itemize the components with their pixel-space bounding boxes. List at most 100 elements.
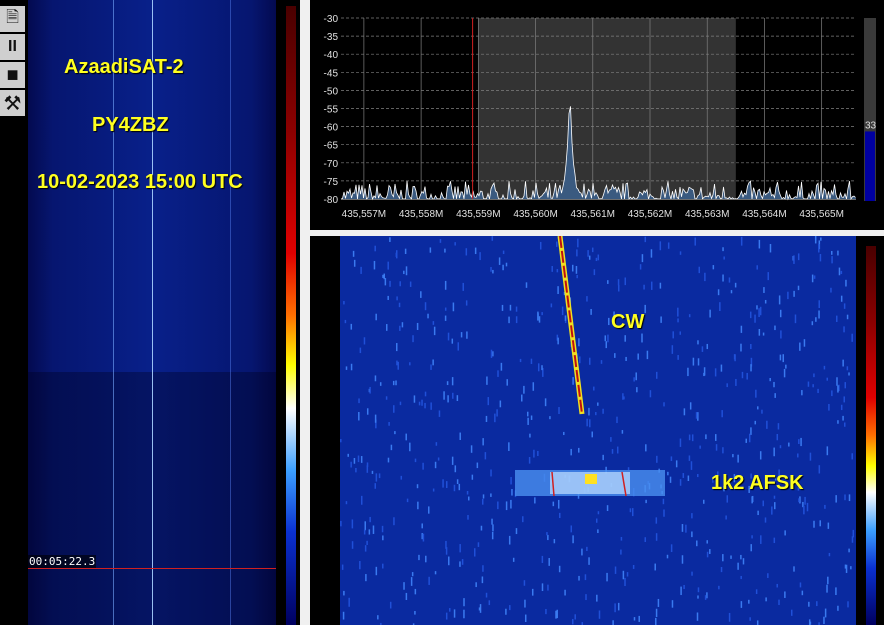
noise-speck (505, 608, 507, 615)
noise-speck (685, 524, 687, 533)
noise-speck (515, 528, 518, 535)
noise-speck (485, 592, 488, 598)
noise-speck (635, 372, 637, 381)
noise-speck (613, 311, 615, 320)
noise-speck (824, 504, 826, 509)
noise-speck (835, 587, 837, 596)
noise-speck (496, 409, 498, 417)
noise-speck (414, 610, 416, 615)
noise-speck (373, 260, 376, 270)
y-tick-label: -40 (324, 50, 339, 61)
noise-speck (633, 377, 635, 382)
right-waterfall[interactable] (340, 236, 856, 625)
noise-speck (451, 377, 454, 386)
noise-speck (433, 326, 436, 336)
pause-button[interactable]: II (0, 34, 25, 60)
noise-speck (449, 608, 451, 612)
noise-speck (369, 386, 371, 394)
noise-speck (352, 250, 355, 257)
noise-speck (817, 388, 819, 394)
noise-speck (347, 453, 349, 457)
noise-speck (434, 571, 437, 575)
noise-speck (740, 236, 743, 246)
noise-speck (444, 280, 447, 290)
noise-speck (584, 574, 587, 581)
noise-speck (681, 555, 684, 564)
log-button[interactable]: 🗎 (0, 6, 25, 32)
noise-speck (764, 517, 767, 523)
noise-speck (754, 314, 756, 323)
noise-speck (761, 409, 763, 414)
noise-speck (401, 322, 404, 328)
document-icon: 🗎 (6, 8, 19, 26)
noise-speck (557, 337, 559, 345)
noise-speck (737, 562, 739, 570)
noise-speck (553, 539, 556, 544)
noise-speck (616, 416, 618, 424)
horizontal-splitter[interactable] (310, 230, 884, 236)
noise-speck (537, 363, 540, 372)
left-waterfall[interactable] (28, 0, 276, 625)
noise-speck (428, 576, 430, 585)
noise-speck (679, 479, 682, 486)
noise-speck (512, 557, 515, 562)
noise-speck (722, 554, 724, 562)
noise-speck (641, 254, 644, 263)
settings-button[interactable]: ⚒ (0, 90, 25, 116)
datetime: 10-02-2023 15:00 UTC (37, 171, 243, 193)
noise-speck (413, 395, 416, 403)
noise-speck (746, 372, 748, 380)
noise-speck (435, 442, 438, 446)
noise-speck (387, 457, 390, 463)
noise-speck (846, 366, 849, 371)
noise-speck (838, 384, 840, 392)
noise-speck (757, 510, 759, 516)
y-tick-label: -75 (324, 177, 339, 188)
noise-speck (556, 334, 559, 341)
right-color-scale (866, 246, 876, 625)
noise-speck (725, 515, 727, 520)
noise-speck (750, 544, 752, 552)
x-tick-label: 435,561M (571, 209, 615, 220)
noise-speck (404, 248, 407, 255)
noise-speck (740, 325, 743, 333)
noise-speck (467, 515, 469, 520)
noise-speck (350, 461, 352, 468)
noise-speck (432, 359, 434, 366)
noise-speck (497, 501, 499, 510)
noise-speck (491, 518, 493, 525)
noise-speck (765, 597, 767, 602)
noise-speck (572, 535, 574, 544)
noise-speck (502, 250, 505, 254)
stop-button[interactable]: ■ (0, 62, 25, 88)
noise-speck (641, 333, 643, 343)
noise-speck (395, 252, 398, 257)
noise-speck (662, 498, 665, 505)
noise-speck (837, 250, 839, 256)
toolbar: 🗎 II ■ ⚒ (0, 6, 26, 118)
noise-speck (463, 609, 465, 619)
noise-speck (780, 330, 782, 339)
vertical-splitter[interactable] (300, 0, 310, 625)
noise-speck (466, 490, 469, 495)
noise-speck (541, 312, 543, 316)
noise-speck (705, 434, 707, 440)
noise-speck (490, 493, 492, 497)
noise-speck (578, 338, 580, 347)
spectrum-plot[interactable]: -30 -35 -40 -45 -50 -55 -60 -65 -70 -75 -80 435,55… (310, 0, 884, 230)
noise-speck (722, 247, 724, 252)
noise-speck (732, 454, 734, 458)
noise-speck (688, 314, 691, 318)
noise-speck (396, 343, 398, 352)
noise-speck (785, 364, 787, 369)
noise-speck (430, 402, 432, 410)
noise-speck (365, 574, 367, 582)
noise-speck (614, 603, 616, 613)
noise-speck (486, 376, 488, 385)
noise-speck (597, 402, 599, 406)
noise-speck (515, 306, 518, 312)
spectrum-panel[interactable]: -30 -35 -40 -45 -50 -55 -60 -65 -70 -75 -80 435,55… (310, 0, 884, 230)
noise-speck (808, 619, 811, 625)
noise-speck (666, 554, 669, 559)
noise-speck (548, 558, 550, 566)
